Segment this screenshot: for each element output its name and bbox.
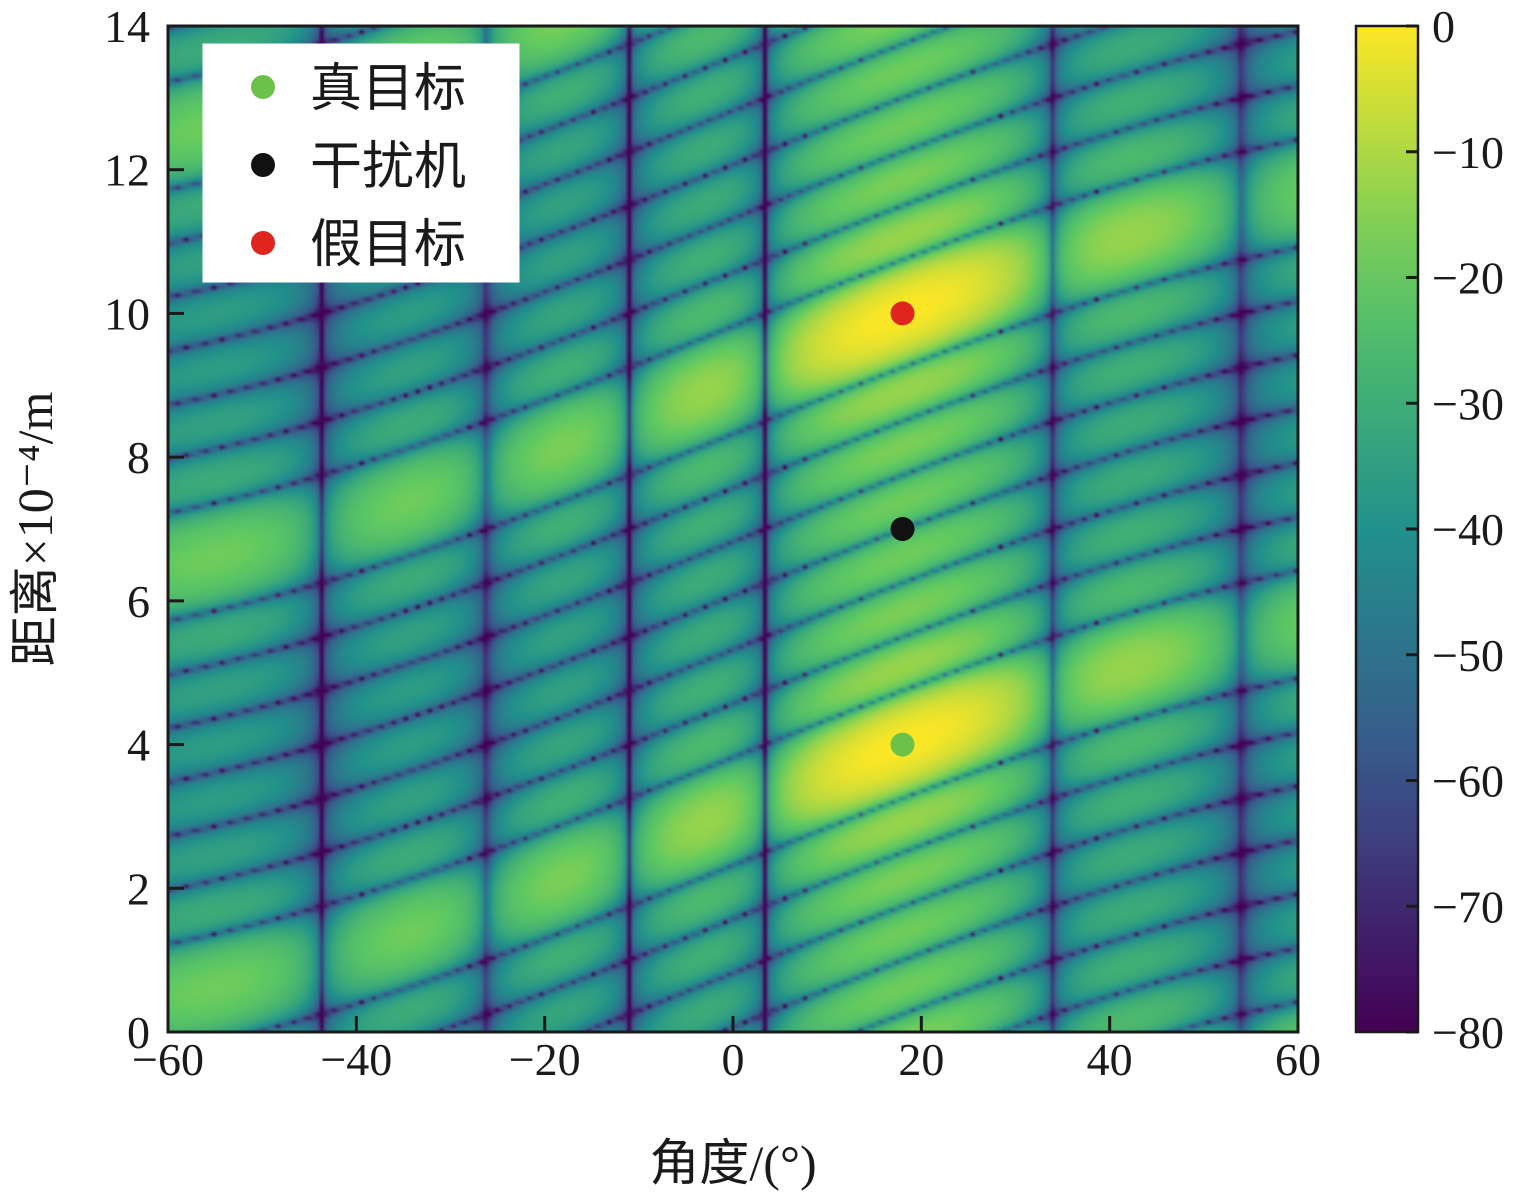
legend-label: 真目标 — [310, 61, 466, 118]
y-axis-title: 距离×10⁻⁴/m — [7, 391, 63, 666]
colorbar-tick-label: −20 — [1432, 253, 1504, 304]
y-tick-label: 12 — [104, 145, 150, 196]
y-tick-label: 0 — [127, 1007, 150, 1058]
colorbar-tick-label: −40 — [1432, 504, 1504, 555]
x-tick-label: 20 — [898, 1034, 944, 1085]
y-tick-label: 10 — [104, 288, 150, 339]
x-axis: −60 −40 −20 0 20 40 60 — [132, 1016, 1321, 1085]
y-axis: 0 2 4 6 8 10 12 14 — [104, 1, 184, 1058]
legend-marker — [251, 153, 275, 177]
colorbar-tick-label: −50 — [1432, 630, 1504, 681]
x-tick-label: 60 — [1275, 1034, 1321, 1085]
x-tick-label: −40 — [320, 1034, 392, 1085]
legend-marker — [251, 231, 275, 255]
x-tick-label: −20 — [509, 1034, 581, 1085]
data-point — [890, 301, 915, 326]
y-tick-label: 8 — [127, 432, 150, 483]
colorbar-axis: 0 −10 −20 −30 −40 −50 −60 −70 −80 — [1406, 1, 1504, 1058]
colorbar-tick-label: −30 — [1432, 378, 1504, 429]
colorbar-tick-label: −80 — [1432, 1007, 1504, 1058]
legend-label: 假目标 — [310, 217, 466, 274]
data-point — [890, 517, 915, 541]
colorbar-tick-label: −70 — [1432, 881, 1504, 932]
y-tick-label: 6 — [127, 576, 150, 627]
data-points — [890, 301, 915, 757]
y-tick-label: 2 — [127, 863, 150, 914]
x-tick-label: 0 — [722, 1034, 745, 1085]
x-axis-title: 角度/(°) — [649, 1135, 816, 1191]
colorbar-tick-label: −60 — [1432, 756, 1504, 807]
legend-label: 干扰机 — [310, 139, 466, 196]
data-point — [890, 732, 915, 757]
colorbar-tick-label: 0 — [1432, 1, 1455, 52]
x-tick-label: −60 — [132, 1034, 204, 1085]
y-tick-label: 14 — [104, 1, 150, 52]
x-tick-label: 40 — [1087, 1034, 1133, 1085]
colorbar-tick-label: −10 — [1432, 127, 1504, 178]
legend-marker — [251, 75, 275, 99]
y-tick-label: 4 — [127, 720, 150, 771]
